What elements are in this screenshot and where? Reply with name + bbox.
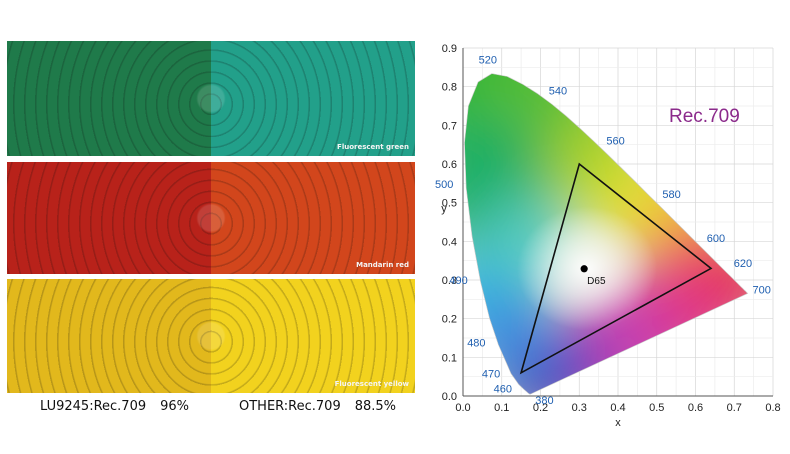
x-tick-label: 0.7 — [727, 402, 742, 414]
chart-axes — [462, 48, 773, 397]
tick-labels: 0.0 0.1 0.2 0.3 0.4 0.5 0.6 0.7 0.8 0.0 0.1 0.2 0.3 0… — [442, 43, 781, 414]
y-tick-label: 0.2 — [442, 314, 457, 326]
other-label: OTHER:Rec.709 — [239, 399, 341, 414]
wavelength-label: 470 — [482, 369, 500, 381]
other-percent: 88.5% — [354, 399, 397, 414]
x-tick-label: 0.6 — [688, 402, 703, 414]
x-tick-label: 0.5 — [649, 402, 664, 414]
d65-label: D65 — [587, 276, 606, 287]
photo-mandarin-red: Mandarin red — [7, 162, 415, 274]
d65-white-point — [580, 265, 588, 273]
lu9245-label: LU9245:Rec.709 — [40, 399, 147, 414]
spectral-locus-outline — [464, 73, 749, 395]
wavelength-label: 490 — [449, 275, 467, 287]
wavelength-label: 700 — [753, 284, 771, 296]
x-axis-label: x — [615, 417, 621, 429]
x-tick-label: 0.4 — [610, 402, 625, 414]
photo-left-half — [7, 279, 211, 393]
wavelength-label: 580 — [662, 189, 680, 201]
y-tick-label: 0.7 — [442, 120, 457, 132]
x-tick-label: 0.0 — [455, 402, 470, 414]
x-tick-label: 0.3 — [572, 402, 587, 414]
wavelength-label: 520 — [479, 55, 497, 67]
wavelength-label: 460 — [494, 384, 512, 396]
x-tick-label: 0.8 — [765, 402, 780, 414]
photo-caption: Fluorescent yellow — [334, 380, 409, 388]
rec709-triangle — [519, 162, 713, 375]
photo-caption: Mandarin red — [356, 261, 409, 269]
y-tick-label: 0.5 — [442, 198, 457, 210]
y-axis-label: y — [441, 203, 447, 215]
wavelength-labels: 380 460 470 480 490 500 520 540 560 580 600 620 700 — [435, 55, 771, 407]
other-coverage-label: OTHER:Rec.709 88.5% — [239, 399, 396, 414]
x-tick-label: 0.2 — [533, 402, 548, 414]
y-tick-label: 0.1 — [442, 352, 457, 364]
y-tick-label: 0.6 — [442, 159, 457, 171]
photo-right-half — [211, 41, 415, 156]
wavelength-label: 380 — [535, 395, 553, 407]
lu9245-percent: 96% — [160, 399, 190, 414]
photo-right-half — [211, 279, 415, 393]
photo-fluorescent-yellow: Fluorescent yellow — [7, 279, 415, 393]
wavelength-label: 500 — [435, 179, 453, 191]
wavelength-label: 600 — [707, 233, 725, 245]
y-tick-label: 0.3 — [442, 275, 457, 287]
wavelength-label: 480 — [467, 338, 485, 350]
y-tick-label: 0.8 — [442, 82, 457, 94]
y-tick-label: 0.0 — [442, 391, 457, 403]
wavelength-label: 560 — [606, 136, 624, 148]
wavelength-label: 540 — [549, 85, 567, 97]
photo-fluorescent-green: Fluorescent green — [7, 41, 415, 156]
photo-left-half — [7, 41, 211, 156]
lu9245-coverage-label: LU9245:Rec.709 96% — [40, 399, 189, 414]
y-tick-label: 0.9 — [442, 43, 457, 55]
x-tick-label: 0.1 — [494, 402, 509, 414]
spectral-color-fill — [464, 73, 748, 395]
chart-title: Rec.709 — [669, 106, 740, 127]
wavelength-label: 620 — [734, 258, 752, 270]
photo-left-half — [7, 162, 211, 274]
photo-right-half — [211, 162, 415, 274]
y-tick-label: 0.4 — [442, 236, 457, 248]
photo-caption: Fluorescent green — [337, 143, 409, 151]
